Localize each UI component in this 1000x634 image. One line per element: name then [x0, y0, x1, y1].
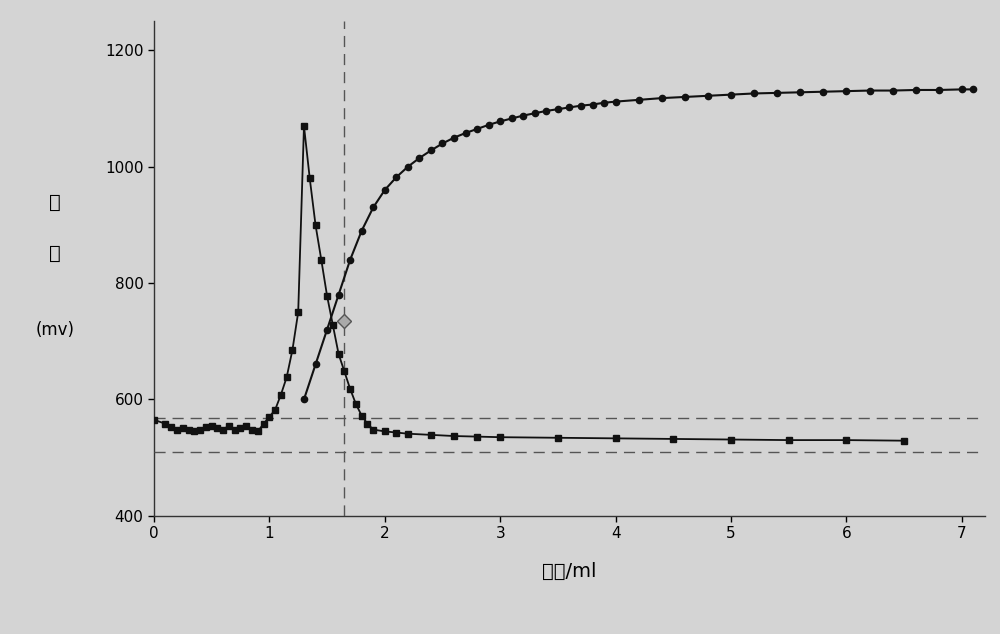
Text: 势: 势 — [49, 244, 61, 263]
X-axis label: 体积/ml: 体积/ml — [542, 562, 597, 581]
Text: (mv): (mv) — [36, 321, 74, 339]
Text: 电: 电 — [49, 193, 61, 212]
